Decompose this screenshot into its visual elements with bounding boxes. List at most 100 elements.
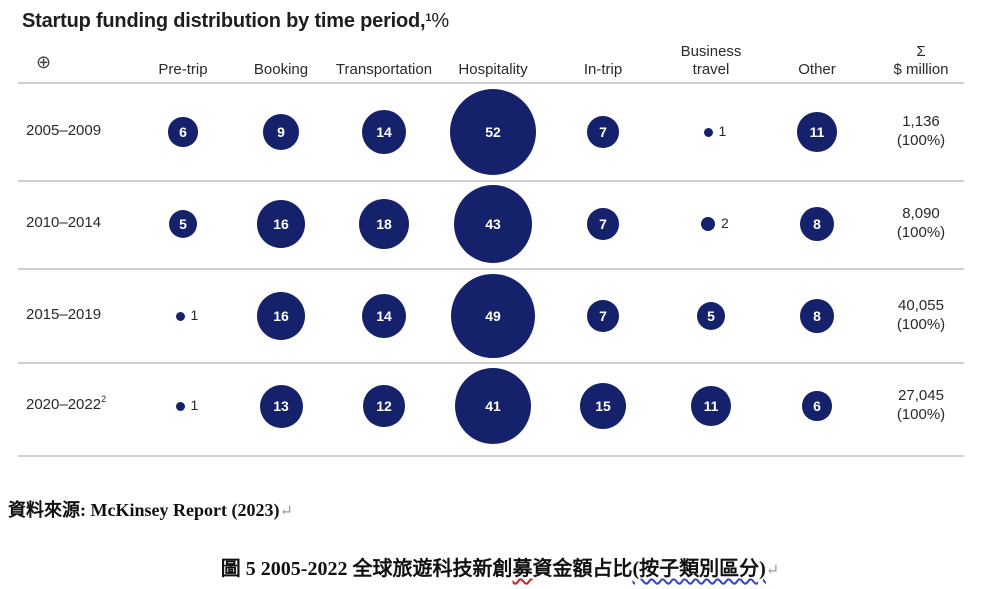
row-label: 2010–2014 — [26, 214, 101, 231]
row-divider — [18, 268, 964, 270]
row-total-amount: 8,090 — [902, 205, 940, 222]
source-label: 資料來源: McKinsey Report (2023) — [8, 500, 280, 520]
column-header-other: Other — [798, 61, 836, 78]
data-bubble: 9 — [263, 114, 299, 150]
row-total-percent: (100%) — [896, 132, 946, 149]
caption-paren-text: (按子類別區分) — [632, 558, 766, 580]
data-bubble — [703, 127, 713, 137]
bubble-value-label: 2 — [721, 215, 729, 231]
bubble-value-label: 41 — [485, 397, 501, 414]
bubble-value-label: 14 — [376, 307, 392, 324]
data-bubble: 12 — [363, 385, 405, 427]
row-total: 8,090 (100%) — [866, 204, 976, 242]
chart-title-text: Startup funding distribution by time per… — [22, 10, 426, 32]
data-bubble: 52 — [450, 89, 536, 175]
data-bubble: 7 — [587, 116, 619, 148]
column-header-pre-trip: Pre-trip — [158, 61, 208, 78]
data-bubble: 14 — [361, 109, 407, 155]
data-bubble: 15 — [579, 382, 627, 430]
title-footnote-mark: 1 — [425, 12, 432, 24]
row-total: 27,045 (100%) — [866, 386, 976, 424]
bubble-value-label: 1 — [718, 123, 727, 139]
source-note: 資料來源: McKinsey Report (2023)↵ — [8, 496, 293, 522]
bubble-value-label: 5 — [707, 308, 715, 324]
row-total-amount: 40,055 — [898, 297, 944, 314]
row-label-text: 2005–2009 — [26, 122, 102, 139]
bubble-value-label: 43 — [485, 215, 501, 232]
bubble-value-label: 12 — [376, 397, 392, 414]
column-header-in-trip: In-trip — [583, 61, 623, 78]
data-bubble: 7 — [587, 208, 619, 240]
row-total: 1,136 (100%) — [866, 112, 976, 150]
column-header-total: Σ $ million — [856, 43, 986, 79]
bubble-value-label: 5 — [179, 216, 187, 232]
row-label-text: 2010–2014 — [26, 214, 102, 231]
bubble-value-label: 7 — [599, 215, 607, 232]
caption-middle: 資金額占比 — [532, 558, 633, 580]
column-header-hospitality: Hospitality — [458, 61, 528, 78]
caption-prefix: 圖 5 2005-2022 全球旅遊科技新創 — [220, 558, 513, 580]
row-label-text: 2020–2022 — [26, 396, 102, 413]
row-divider — [18, 82, 964, 84]
data-bubble: 6 — [168, 117, 198, 147]
row-total-percent: (100%) — [896, 406, 946, 423]
row-total: 40,055 (100%) — [866, 296, 976, 334]
data-bubble: 11 — [691, 386, 731, 426]
row-label: 2020–20222 — [26, 394, 107, 413]
paragraph-mark: ↵ — [279, 503, 293, 520]
data-bubble: 7 — [587, 300, 619, 332]
row-footnote-mark: 2 — [101, 394, 107, 404]
data-bubble: 14 — [361, 293, 407, 339]
column-header-booking: Booking — [253, 61, 309, 78]
title-unit: % — [431, 10, 449, 32]
total-unit-label: $ million — [893, 61, 949, 78]
row-total-amount: 27,045 — [898, 387, 944, 404]
data-bubble: 8 — [800, 207, 834, 241]
row-label: 2015–2019 — [26, 306, 101, 323]
row-divider — [18, 362, 964, 364]
row-total-percent: (100%) — [896, 224, 946, 241]
bubble-value-label: 49 — [485, 307, 501, 324]
data-bubble: 5 — [169, 210, 197, 238]
row-label: 2005–2009 — [26, 122, 101, 139]
data-bubble: 41 — [454, 367, 532, 445]
bubble-value-label: 8 — [813, 215, 821, 232]
bubble-value-label: 18 — [376, 215, 392, 232]
figure-caption: 圖 5 2005-2022 全球旅遊科技新創募資金額占比(按子類別區分)↵ — [0, 552, 1000, 581]
bubble-value-label: 1 — [190, 397, 199, 413]
data-bubble — [175, 401, 185, 411]
column-header-business-travel: Business travel — [680, 43, 742, 78]
bubble-value-label: 6 — [179, 123, 187, 140]
data-bubble: 43 — [453, 184, 533, 264]
data-bubble: 13 — [259, 384, 303, 428]
data-bubble: 18 — [358, 198, 410, 250]
bubble-value-label: 6 — [813, 397, 821, 414]
bubble-value-label: 16 — [273, 307, 289, 324]
bubble-value-label: 52 — [485, 124, 501, 140]
data-bubble: 5 — [697, 302, 725, 330]
bubble-value-label: 8 — [813, 307, 821, 324]
row-total-amount: 1,136 — [902, 113, 940, 130]
row-total-percent: (100%) — [896, 316, 946, 333]
data-bubble — [175, 311, 185, 321]
data-bubble: 6 — [802, 391, 832, 421]
bubble-value-label: 11 — [809, 123, 825, 140]
data-bubble: 49 — [451, 274, 535, 358]
row-divider — [18, 455, 964, 457]
sigma-symbol: Σ — [916, 43, 926, 60]
chart-title: Startup funding distribution by time per… — [22, 10, 449, 33]
data-bubble: 16 — [257, 200, 305, 248]
bubble-value-label: 9 — [277, 123, 285, 140]
bubble-value-label: 15 — [595, 397, 611, 414]
data-bubble: 16 — [257, 292, 305, 340]
data-bubble: 8 — [800, 299, 834, 333]
bubble-value-label: 7 — [599, 123, 607, 140]
caption-spellcheck-word: 募 — [512, 558, 533, 580]
row-label-text: 2015–2019 — [26, 306, 102, 323]
bubble-value-label: 14 — [376, 123, 392, 140]
data-bubble: 11 — [797, 112, 837, 152]
bubble-value-label: 1 — [190, 307, 199, 323]
column-header-transportation: Transportation — [335, 61, 433, 78]
caption-paragraph-mark: ↵ — [765, 562, 780, 579]
data-bubble — [701, 217, 715, 231]
